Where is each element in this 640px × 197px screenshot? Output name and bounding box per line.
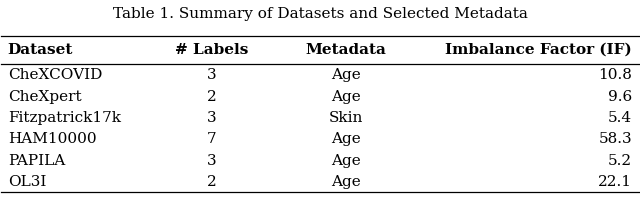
Text: Imbalance Factor (IF): Imbalance Factor (IF) xyxy=(445,43,632,57)
Text: PAPILA: PAPILA xyxy=(8,154,65,168)
Text: Fitzpatrick17k: Fitzpatrick17k xyxy=(8,111,121,125)
Text: 22.1: 22.1 xyxy=(598,175,632,189)
Text: Age: Age xyxy=(331,68,360,82)
Text: Age: Age xyxy=(331,175,360,189)
Text: 2: 2 xyxy=(207,90,216,104)
Text: 5.4: 5.4 xyxy=(608,111,632,125)
Text: 7: 7 xyxy=(207,132,216,146)
Text: OL3I: OL3I xyxy=(8,175,46,189)
Text: 10.8: 10.8 xyxy=(598,68,632,82)
Text: Metadata: Metadata xyxy=(305,43,386,57)
Text: Skin: Skin xyxy=(328,111,363,125)
Text: # Labels: # Labels xyxy=(175,43,248,57)
Text: Age: Age xyxy=(331,90,360,104)
Text: CheXpert: CheXpert xyxy=(8,90,81,104)
Text: Table 1. Summary of Datasets and Selected Metadata: Table 1. Summary of Datasets and Selecte… xyxy=(113,7,527,21)
Text: Age: Age xyxy=(331,154,360,168)
Text: HAM10000: HAM10000 xyxy=(8,132,97,146)
Text: Age: Age xyxy=(331,132,360,146)
Text: 9.6: 9.6 xyxy=(608,90,632,104)
Text: CheXCOVID: CheXCOVID xyxy=(8,68,102,82)
Text: 2: 2 xyxy=(207,175,216,189)
Text: 5.2: 5.2 xyxy=(608,154,632,168)
Text: 3: 3 xyxy=(207,111,216,125)
Text: Dataset: Dataset xyxy=(8,43,73,57)
Text: 3: 3 xyxy=(207,154,216,168)
Text: 3: 3 xyxy=(207,68,216,82)
Text: 58.3: 58.3 xyxy=(598,132,632,146)
